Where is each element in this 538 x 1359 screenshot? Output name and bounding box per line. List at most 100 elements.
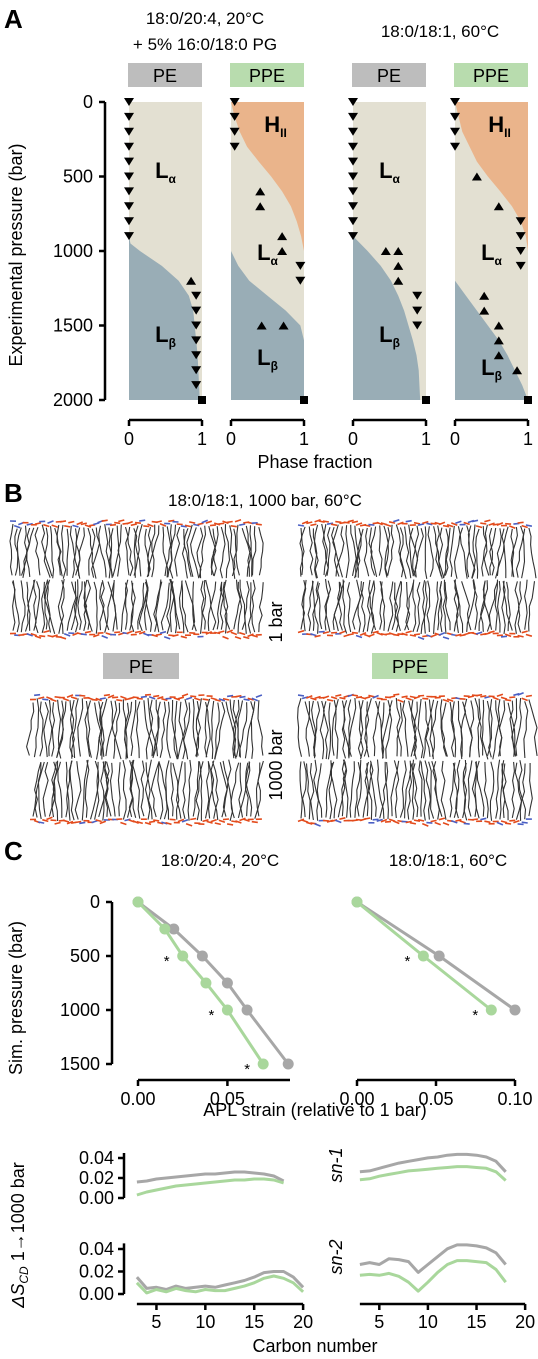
lipid-tail [71,581,79,633]
lipid-head [43,523,50,528]
lipid-head [210,818,217,823]
lipid-tail [133,528,142,577]
lipid-tail [337,581,343,631]
lipid-tail [297,697,303,757]
lipid-head [525,633,533,637]
lipid-tail [109,762,116,817]
lipid-head [372,818,379,821]
lipid-head [218,698,226,702]
lipid-tail [222,759,232,817]
lipid-tail [413,701,418,760]
lipid-head [46,816,53,821]
lipid-tail [51,702,56,757]
lipid-head [364,817,371,820]
lipid-head [488,630,495,634]
lipid-tail [514,762,523,821]
significance-star: * [404,953,410,970]
lipid-tail [309,763,315,820]
lipid-tail [239,702,248,758]
label-l-alpha-sub: α [393,172,401,186]
order-chart-3: 0.000.02 0.04 [79,1239,305,1304]
lipid-tail [110,528,114,576]
lipid-head [405,697,412,701]
lipid-tail [195,698,202,758]
lipid-head [467,695,475,699]
lipid-tail [454,579,464,633]
lipid-head [197,522,204,526]
lipid-tail [144,759,152,820]
lipid-tail [420,581,428,635]
lipid-tail [214,702,220,760]
lipid-tail [39,701,44,757]
lipid-tail [372,700,379,757]
y-tick-label: 0.02 [79,1168,114,1188]
lipid-head [42,698,49,701]
lipid-tail [152,699,160,756]
y-tick-label: 1000 [60,1000,100,1020]
lipid-head [214,822,221,826]
lipid-tail [150,761,160,818]
lipid-head [59,636,67,640]
lipid-head [421,822,429,827]
lipid-tail [304,701,317,759]
lipid-head [177,696,185,700]
lipid-head [153,694,160,698]
lipid-head [504,698,512,702]
lipid-tail [222,581,231,630]
lipid-head [51,634,58,638]
lipid-tail [322,701,329,760]
lipid-head [118,519,125,523]
lipid-tail [158,762,170,820]
lipid-head [112,696,119,699]
lipid-head [80,633,87,636]
apl-chart-2: * * 0.00 0.05 0.10 [339,896,533,1109]
lipid-head [314,634,321,638]
lipid-head [368,633,375,638]
lipid-head [169,818,176,821]
lipid-tail [88,528,96,576]
lipid-head [140,695,148,699]
lipid-head [107,694,115,699]
lipid-tail [325,761,335,818]
y-tick-label: 1500 [53,316,93,336]
lipid-tail [489,761,495,821]
lipid-tail [384,761,389,820]
lipid-head [222,697,230,701]
lipid-tail [204,698,211,758]
lipid-tail [117,762,121,817]
lipid-head [351,520,359,524]
y-tick-label: 0.00 [79,1188,114,1208]
lipid-head [157,821,164,825]
lipid-tail [43,702,49,758]
lipid-head [126,630,133,635]
panel-a-badge-pe-1: PE [128,63,202,87]
lipid-tail [378,525,383,576]
lipid-head [143,525,150,528]
lipid-head [496,522,504,527]
lipid-head [430,819,437,823]
lipid-tail [27,579,36,631]
lipid-head [26,522,33,526]
lipid-tail [69,699,75,759]
lipid-tail [312,528,318,579]
lipid-head [368,694,375,698]
lipid-tail [152,701,161,759]
lipid-head [297,629,305,634]
lipid-head [161,697,168,702]
panel-c: C 18:0/20:4, 20°C 18:0/18:1, 60°C Sim. p… [4,836,535,1356]
lipid-tail [511,698,518,757]
lipid-tail [93,581,98,634]
lipid-tail [70,579,79,631]
label-l-beta-sub: β [495,369,502,383]
lipid-tail [56,701,67,758]
panel-a-letter: A [4,4,23,34]
lipid-head [459,820,466,824]
lipid-head [132,820,139,824]
lipid-tail [523,701,529,759]
lipid-head [339,817,346,820]
lipid-tail [305,701,311,757]
lipid-head [38,821,45,824]
label-l-beta-sub: β [271,359,278,373]
lipid-head [504,633,512,638]
